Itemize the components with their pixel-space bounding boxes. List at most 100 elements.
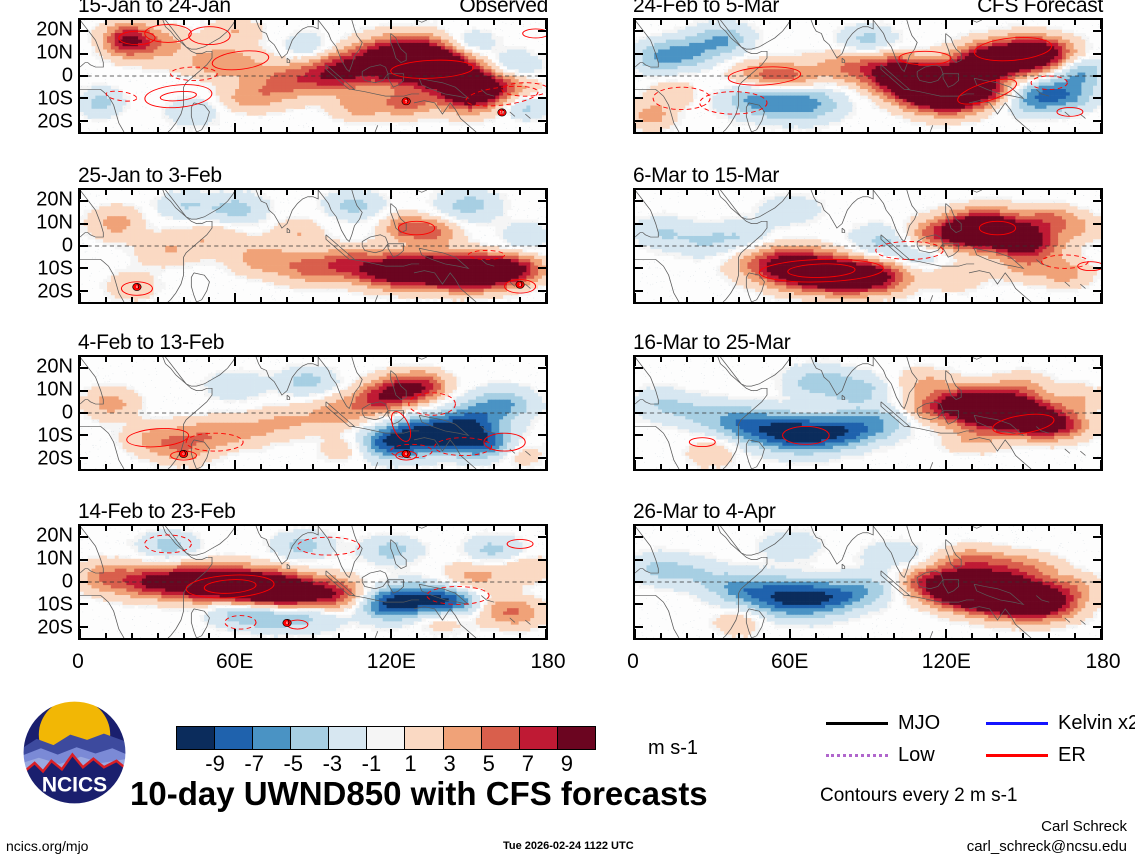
author-email[interactable]: carl_schreck@ncsu.edu [967,838,1127,855]
coastlines [635,20,1086,132]
coastlines [635,526,1086,638]
author-name: Carl Schreck [1041,818,1127,835]
anomaly-shading [80,190,546,302]
colorbar-segment [480,726,520,750]
map-plot-area: 5 18 [78,18,548,134]
y-axis-tick-label: 20S [37,111,73,134]
panel-forecast-6mar-15mar: 6-Mar to 15-Mar [633,164,1103,304]
stipple-texture [80,190,546,302]
colorbar-tick-label: -3 [323,751,343,777]
panel-observed-14feb-23feb: 14-Feb to 23-Feb 20N 10N 0 10S 20S 6 0 60E 120E 18… [36,500,565,673]
legend-label: ER [1058,744,1086,767]
colorbar-tick-label: 7 [522,751,534,777]
y-axis-tick-label: 10N [36,211,73,234]
colorbar-tick-label: -9 [205,751,225,777]
anomaly-shading [635,190,1101,302]
x-axis-tick-label: 0 [72,650,84,674]
storm-marker: 5 [401,97,411,106]
colorbar-segment [442,726,482,750]
map-plot-area [633,355,1103,471]
storm-marker: 3 [515,280,525,289]
colorbar-tick-label: 3 [444,751,456,777]
panel-title: 14-Feb to 23-Feb [78,500,236,524]
stipple-texture [635,526,1101,638]
panel-title: 25-Jan to 3-Feb [78,164,222,188]
stipple-texture [635,357,1101,469]
site-url-label[interactable]: ncics.org/mjo [6,838,88,854]
map-plot-area [633,524,1103,640]
colorbar-segment [366,726,406,750]
panel-title: 4-Feb to 13-Feb [78,331,224,355]
er-contours [652,37,1084,117]
x-axis-tick-label: 0 [627,650,639,674]
colorbar-segment [214,726,254,750]
y-axis-tick-label: 0 [62,402,73,425]
storm-marker: 6 [401,450,411,458]
x-axis-tick-label: 60E [216,650,253,674]
map-plot-area: 6 [78,524,548,640]
legend-item-low: Low [826,744,935,767]
y-axis-tick-label: 10S [37,258,73,281]
colorbar-segment [252,726,292,750]
storm-marker: 18 [497,108,507,117]
column-header-right: CFS Forecast [977,0,1103,18]
y-axis-tick-label: 20N [36,18,73,41]
y-axis-tick-label: 20S [37,617,73,640]
er-contours [144,534,534,630]
panel-title: 24-Feb to 5-Mar [633,0,779,18]
colorbar-tick-label: 1 [404,751,416,777]
panel-title: 26-Mar to 4-Apr [633,500,776,524]
storm-marker: 6 [282,619,292,627]
panel-observed-15jan-24jan: 15-Jan to 24-Jan Observed 20N 10N 0 10S 20S 5 18 [36,0,548,134]
stipple-texture [80,526,546,638]
storm-marker: 6 [179,450,189,458]
legend-label: MJO [898,712,940,735]
y-axis-tick-label: 20N [36,524,73,547]
panel-forecast-16mar-25mar: 16-Mar to 25-Mar [633,331,1103,471]
x-axis-tick-label: 60E [771,650,808,674]
x-axis-tick-label: 180 [530,650,565,674]
panel-forecast-26mar-4apr: 26-Mar to 4-Apr 0 60E 120E 180 [627,500,1120,673]
colorbar-segment [518,726,558,750]
y-axis-tick-label: 10S [37,594,73,617]
anomaly-shading [635,20,1101,132]
generation-timestamp: Tue 2026-02-24 1122 UTC [503,840,634,852]
figure-main-title: 10-day UWND850 with CFS forecasts [130,775,708,813]
y-axis-tick-label: 20N [36,355,73,378]
panel-title: 16-Mar to 25-Mar [633,331,791,355]
legend-line-swatch [826,722,888,725]
colorbar-tick-label: 5 [483,751,495,777]
y-axis-tick-label: 10N [36,378,73,401]
colorbar-tick-label: -1 [362,751,382,777]
y-axis-tick-label: 10S [37,425,73,448]
coastlines [80,190,531,302]
panel-title: 15-Jan to 24-Jan [78,0,231,18]
svg-text:5: 5 [405,99,408,104]
colorbar-segment [556,726,596,750]
y-axis-tick-label: 10N [36,547,73,570]
legend-label: Kelvin x2 [1058,712,1135,735]
coastlines [635,190,1086,302]
legend-line-swatch [986,754,1048,757]
stipple-texture [80,357,546,469]
map-plot-area [633,18,1103,134]
colorbar: -9 -7 -5 -3 -1 1 3 5 7 9 [176,726,606,776]
y-axis-tick-label: 20N [36,188,73,211]
panel-observed-4feb-13feb: 4-Feb to 13-Feb 20N 10N 0 10S 20S 6 6 [36,331,548,471]
contours-interval-note: Contours every 2 m s-1 [820,785,1017,807]
y-axis-tick-label: 10N [36,41,73,64]
storm-marker: 6 [132,283,142,291]
panel-forecast-24feb-5mar: 24-Feb to 5-Mar CFS Forecast [633,0,1103,134]
er-contours [126,392,526,461]
x-axis-tick-label: 120E [922,650,971,674]
legend-line-swatch [826,754,888,757]
x-axis-tick-label: 120E [367,650,416,674]
stipple-texture [635,20,1101,132]
map-plot-area [633,188,1103,304]
y-axis-tick-label: 20S [37,448,73,471]
colorbar-units-label: m s-1 [648,737,698,760]
legend-label: Low [898,744,935,767]
panel-observed-25jan-3feb: 25-Jan to 3-Feb 20N 10N 0 10S 20S 6 3 [36,164,548,304]
